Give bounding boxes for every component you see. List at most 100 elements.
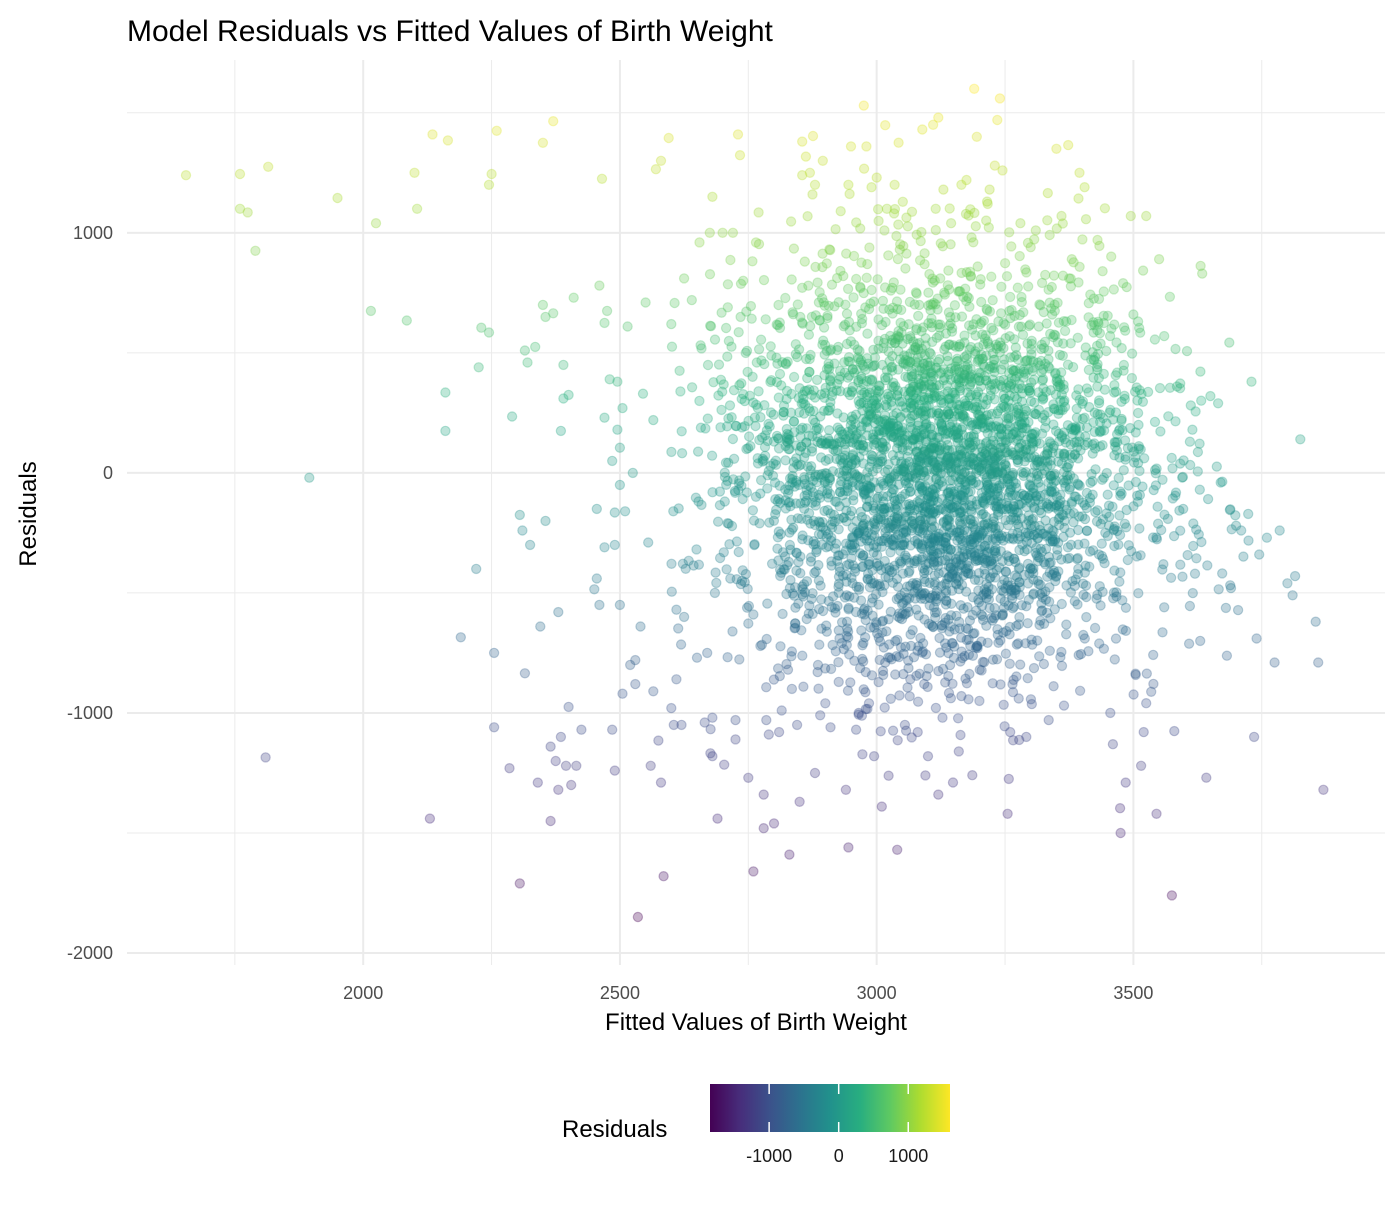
data-point — [887, 725, 899, 736]
data-point — [945, 486, 957, 497]
data-point — [1205, 390, 1216, 402]
data-point — [1020, 527, 1031, 538]
data-point — [927, 484, 939, 496]
data-point — [1014, 734, 1025, 746]
data-point — [1177, 503, 1189, 515]
data-point — [1135, 760, 1147, 772]
data-point — [726, 520, 738, 532]
data-point — [894, 244, 906, 255]
data-point — [790, 498, 802, 509]
data-point — [931, 362, 942, 374]
data-point — [823, 405, 835, 416]
data-point — [907, 625, 918, 636]
data-point — [964, 392, 976, 403]
data-point — [978, 508, 989, 520]
data-point — [1089, 351, 1101, 363]
data-point — [911, 288, 922, 299]
data-point — [473, 362, 484, 373]
data-point — [832, 444, 843, 456]
data-point — [427, 129, 438, 140]
data-point — [424, 813, 436, 824]
data-point — [969, 516, 980, 527]
data-point — [916, 554, 928, 565]
data-point — [1024, 382, 1036, 394]
data-point — [956, 490, 967, 501]
data-point — [917, 589, 929, 601]
data-point — [916, 362, 928, 374]
data-point — [1014, 416, 1025, 427]
data-point — [1131, 490, 1143, 501]
data-point — [971, 401, 983, 413]
data-point — [984, 543, 995, 554]
data-point — [880, 316, 891, 328]
data-point — [1102, 310, 1113, 321]
data-point — [1040, 543, 1052, 555]
data-point — [850, 724, 862, 735]
data-point — [1056, 646, 1067, 658]
data-point — [553, 606, 564, 618]
data-point — [925, 304, 936, 316]
data-point — [923, 558, 934, 569]
data-point — [832, 555, 843, 567]
data-point — [1193, 529, 1205, 540]
data-point — [893, 326, 904, 337]
data-point — [1035, 491, 1046, 502]
data-point — [888, 492, 900, 504]
data-point — [790, 602, 801, 613]
data-point — [1043, 345, 1054, 356]
data-point — [950, 379, 962, 390]
data-point — [1117, 624, 1129, 635]
data-point — [802, 210, 813, 222]
data-point — [1021, 405, 1032, 417]
data-point — [1295, 434, 1306, 445]
data-point — [788, 456, 800, 467]
data-point — [1086, 468, 1097, 480]
data-point — [1246, 376, 1257, 387]
data-point — [1113, 425, 1125, 436]
data-point — [987, 295, 998, 306]
data-point — [750, 491, 762, 502]
data-point — [797, 530, 808, 541]
data-point — [666, 341, 678, 352]
data-point — [1031, 635, 1043, 646]
data-point — [1073, 539, 1084, 550]
data-point — [550, 755, 561, 767]
data-point — [1149, 416, 1161, 428]
data-point — [753, 344, 765, 355]
data-point — [899, 520, 910, 531]
data-point — [879, 580, 890, 591]
data-point — [891, 408, 902, 419]
data-point — [929, 551, 940, 562]
data-point — [719, 759, 730, 770]
data-point — [938, 517, 949, 528]
data-point — [933, 408, 945, 419]
data-point — [954, 507, 965, 519]
y-axis-title: Residuals — [15, 461, 42, 566]
data-point — [675, 639, 687, 650]
data-point — [898, 462, 910, 474]
data-point — [693, 559, 705, 570]
data-point — [1225, 504, 1236, 515]
data-point — [1098, 368, 1110, 380]
data-point — [809, 417, 821, 428]
data-point — [954, 286, 966, 297]
data-point — [1135, 444, 1146, 455]
data-point — [762, 470, 773, 481]
data-point — [925, 592, 936, 604]
data-point — [919, 259, 930, 270]
data-point — [617, 688, 628, 699]
data-point — [725, 254, 736, 266]
data-point — [1014, 250, 1025, 262]
data-point — [972, 532, 983, 543]
data-point — [709, 334, 721, 345]
data-point — [966, 506, 977, 517]
data-point — [914, 432, 925, 443]
data-point — [723, 335, 735, 347]
data-point — [1009, 426, 1021, 438]
data-point — [833, 578, 845, 589]
data-point — [1166, 452, 1177, 464]
data-point — [898, 539, 910, 551]
data-point — [886, 337, 897, 349]
data-point — [1048, 419, 1059, 430]
data-point — [980, 511, 992, 523]
